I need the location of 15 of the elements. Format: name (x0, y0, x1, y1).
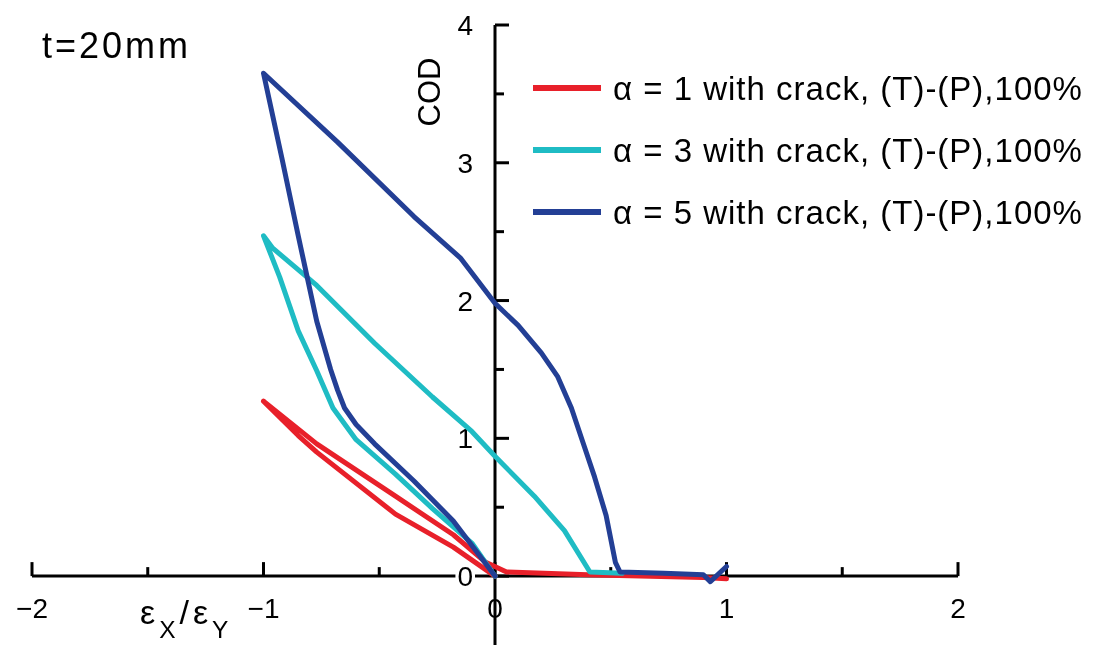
x-axis-title: ε$_{X}$/ε$_{Y}$ (140, 593, 233, 643)
y-tick-label: 0 (457, 561, 473, 593)
y-axis-title: COD (412, 57, 447, 127)
x-tick-label: −1 (247, 593, 280, 625)
y-tick-label: 2 (457, 285, 473, 317)
y-tick-label: 4 (457, 10, 473, 42)
annotation: t=20mm (42, 25, 192, 66)
x-tick-label: −2 (16, 593, 48, 625)
x-tick-label: 2 (950, 593, 966, 625)
x-tick-label: 1 (718, 593, 735, 625)
legend-label: α = 5 with crack, (T)-(P),100% (613, 193, 1083, 231)
legend-label: α = 3 with crack, (T)-(P),100% (613, 131, 1083, 169)
y-tick-label: 1 (457, 423, 473, 455)
legend-label: α = 1 with crack, (T)-(P),100% (613, 69, 1083, 107)
y-tick-label: 3 (457, 147, 473, 179)
